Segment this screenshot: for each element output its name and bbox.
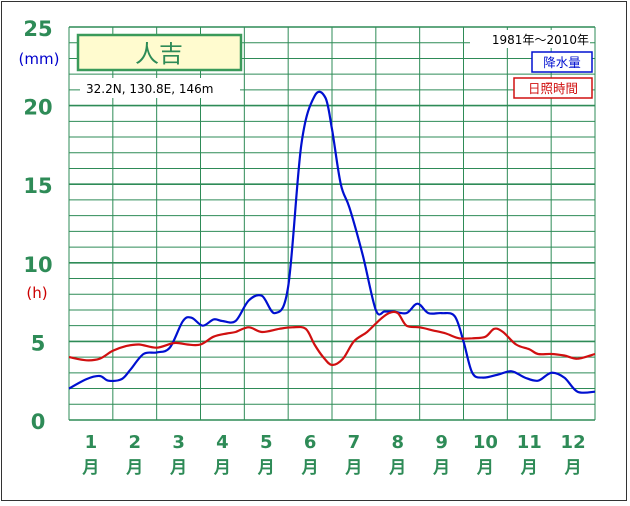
x-tick-month-suffix: 月 — [520, 458, 538, 478]
legend-sun-box — [513, 77, 593, 99]
legend-precip-label: 降水量 — [543, 55, 581, 70]
x-tick-month-number: 9 — [435, 432, 448, 453]
station-location: 32.2N, 130.8E, 146m — [86, 82, 213, 96]
precip-series-line — [68, 90, 596, 394]
x-tick-month-suffix: 月 — [257, 458, 275, 478]
series-lines — [68, 90, 596, 394]
x-tick-month-suffix: 月 — [476, 458, 494, 478]
x-tick-month-number: 10 — [473, 432, 498, 453]
y-tick-label: 5 — [31, 331, 46, 355]
x-tick-month-suffix: 月 — [564, 458, 582, 478]
x-tick-month-suffix: 月 — [213, 458, 231, 478]
y-tick-labels: 0 5 10 15 20 25 — [23, 17, 52, 434]
x-tick-month-number: 1 — [85, 432, 98, 453]
x-tick-month-suffix: 月 — [432, 458, 450, 478]
x-tick-month-number: 3 — [172, 432, 185, 453]
y-tick-label: 25 — [23, 17, 52, 41]
x-tick-month-suffix: 月 — [169, 458, 187, 478]
y-tick-label: 10 — [23, 253, 52, 277]
x-tick-month-number: 6 — [304, 432, 317, 453]
x-tick-month-number: 7 — [348, 432, 361, 453]
x-tick-month-suffix: 月 — [344, 458, 362, 478]
y-unit-mm: (mm) — [19, 50, 60, 68]
station-title: 人吉 — [135, 40, 183, 68]
x-tick-month-suffix: 月 — [81, 458, 99, 478]
x-tick-labels: 1 月 2 月 3 月 4 月 5 月 6 月 7 月 8 月 9 月 10 月 11 月 12 月 — [81, 432, 585, 478]
station-title-box — [76, 33, 243, 72]
x-tick-month-suffix: 月 — [301, 458, 319, 478]
y-tick-label: 20 — [23, 96, 52, 120]
x-tick-month-number: 11 — [517, 432, 542, 453]
y-unit-h: (h) — [26, 284, 47, 302]
legend-sun-label: 日照時間 — [528, 81, 578, 96]
x-tick-month-number: 5 — [260, 432, 273, 453]
x-tick-month-suffix: 月 — [125, 458, 143, 478]
x-tick-month-number: 12 — [561, 432, 586, 453]
y-tick-label: 0 — [31, 410, 46, 434]
sun-series-line — [68, 310, 596, 367]
x-tick-month-number: 2 — [128, 432, 141, 453]
period-label: 1981年〜2010年 — [492, 33, 589, 47]
legend-precip-box — [531, 51, 593, 73]
x-tick-month-number: 4 — [216, 432, 229, 453]
x-tick-month-suffix: 月 — [388, 458, 406, 478]
period-bg — [470, 30, 590, 48]
location-bg — [80, 78, 240, 98]
y-tick-label: 15 — [23, 174, 52, 198]
x-tick-month-number: 8 — [391, 432, 404, 453]
